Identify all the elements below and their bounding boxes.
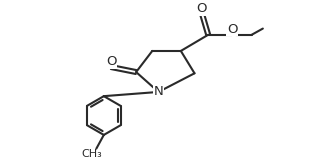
Text: CH₃: CH₃ bbox=[81, 149, 102, 159]
Text: O: O bbox=[227, 23, 237, 36]
Text: N: N bbox=[154, 85, 163, 98]
Text: O: O bbox=[106, 55, 116, 68]
Text: O: O bbox=[197, 2, 207, 15]
